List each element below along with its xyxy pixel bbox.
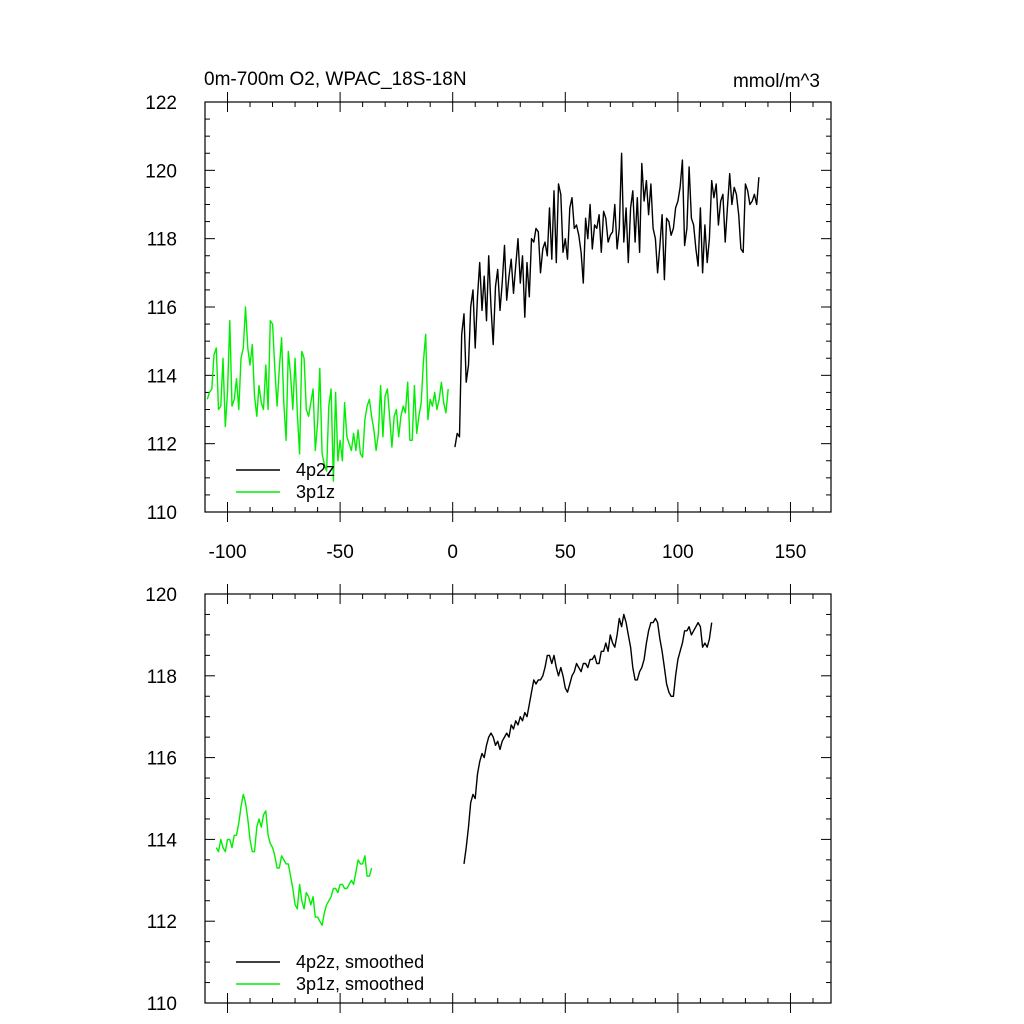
y-tick-label: 118 <box>147 667 177 688</box>
legend-label: 4p2z <box>296 460 335 480</box>
panel-top: 0m-700m O2, WPAC_18S-18N mmol/m^3 -100 -5… <box>145 69 832 563</box>
legend-label: 3p1z, smoothed <box>296 974 424 994</box>
x-tick-label: 0 <box>447 542 458 563</box>
x-tick-label: 50 <box>555 542 576 563</box>
series-line-3p1z-smoothed <box>215 793 373 926</box>
y-tick-label: 122 <box>145 93 177 114</box>
y-tick-label: 110 <box>147 994 177 1015</box>
x-tick-label: 100 <box>662 542 694 563</box>
x-tick-label: 150 <box>775 542 807 563</box>
y-tick-label: 116 <box>147 749 177 770</box>
y-tick-label: 112 <box>147 435 177 456</box>
x-tick-label: -100 <box>209 542 247 563</box>
chart-title: 0m-700m O2, WPAC_18S-18N <box>204 69 467 90</box>
y-tick-label: 120 <box>145 585 177 606</box>
y-tick-label: 110 <box>147 503 177 524</box>
y-tick-label: 118 <box>147 230 177 251</box>
series-line-4p2z <box>454 152 760 448</box>
y-tick-label: 114 <box>147 830 178 851</box>
y-tick-label: 112 <box>147 912 177 933</box>
y-tick-label: 116 <box>147 298 177 319</box>
legend-label: 4p2z, smoothed <box>296 952 424 972</box>
x-tick-label: -50 <box>326 542 353 563</box>
legend-label: 3p1z <box>296 482 335 502</box>
plot-frame <box>204 593 832 1004</box>
units-label: mmol/m^3 <box>733 71 820 92</box>
y-tick-label: 114 <box>147 366 178 387</box>
series-line-4p2z-smoothed <box>463 613 713 864</box>
series-line-3p1z <box>206 306 449 482</box>
y-tick-label: 120 <box>145 161 177 182</box>
